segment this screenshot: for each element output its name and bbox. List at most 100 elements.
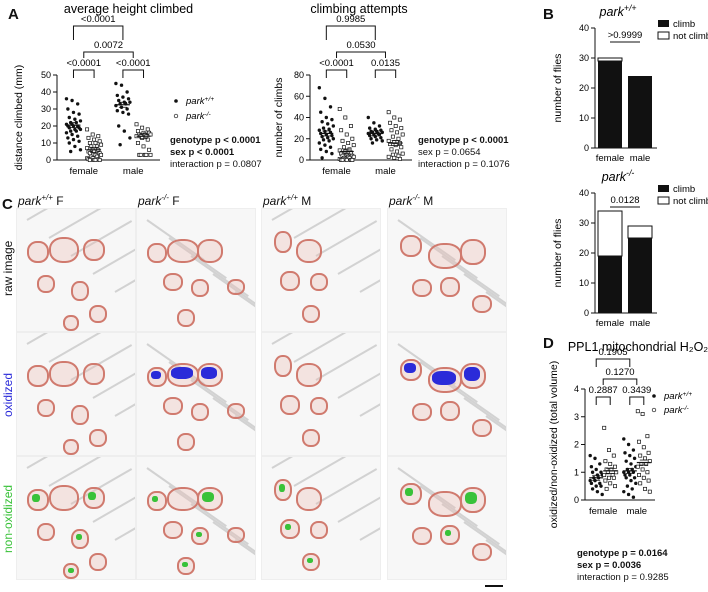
data-point (64, 131, 69, 135)
neuron-cell (280, 271, 300, 291)
neuron-cell (302, 429, 320, 447)
y-tick-label: 80 (294, 70, 304, 80)
micrograph-panel (16, 332, 136, 456)
legend-swatch-climb (658, 20, 669, 27)
y-tick-label: 60 (294, 91, 304, 101)
data-point (629, 478, 633, 483)
y-tick-label: 40 (579, 188, 589, 198)
y-tick-label: 40 (41, 87, 51, 97)
neuron-cell (310, 273, 328, 291)
data-point (328, 105, 333, 109)
stat-interaction-a2: interaction p = 0.1076 (418, 159, 510, 170)
data-point (330, 151, 334, 156)
data-point (397, 117, 402, 122)
data-point (399, 126, 404, 131)
data-point (118, 143, 122, 147)
micrograph-panel (16, 208, 136, 332)
data-point (344, 132, 349, 137)
neuron-cell (167, 487, 199, 511)
y-tick-label: 4 (574, 384, 579, 394)
tissue-fiber (48, 209, 111, 239)
neuron-cell (167, 239, 199, 263)
data-point (635, 464, 640, 469)
data-point (78, 127, 83, 132)
chart-climbing-attempts: climbing attempts 0 20 40 60 80 number of clim… (273, 2, 412, 177)
y-axis-label: number of climbs (273, 78, 285, 158)
y-tick-label: 20 (41, 121, 51, 131)
data-point (138, 152, 143, 157)
tissue-fiber (337, 362, 380, 399)
oxidized-signal (432, 371, 456, 385)
data-point (121, 110, 125, 115)
neuron-cell (428, 491, 462, 517)
y-axis-label: oxidized/non-oxidized (total volume) (548, 361, 560, 529)
comparison-label: 0.1905 (598, 347, 627, 358)
data-point (117, 98, 121, 103)
micrograph-column-title: park+/+ F (18, 193, 64, 208)
data-point (396, 153, 401, 158)
nonoxidized-signal (285, 524, 291, 530)
neuron-cell (400, 235, 422, 257)
legend-swatch-not-climb (657, 31, 670, 40)
data-point (326, 122, 330, 126)
data-point (608, 481, 613, 486)
data-point (78, 119, 83, 123)
y-axis-label: distance climbed (mm) (13, 65, 25, 171)
x-category-label: female (70, 166, 99, 177)
data-point (370, 141, 375, 145)
tissue-fiber (293, 457, 356, 487)
tissue-fiber (359, 380, 380, 417)
data-point (588, 478, 592, 483)
neuron-cell (177, 433, 195, 451)
data-point (395, 149, 400, 154)
y-tick-label: 10 (579, 278, 589, 288)
stat-genotype-d: genotype p = 0.0164 (577, 548, 668, 559)
data-point (638, 453, 643, 458)
oxidized-signal (171, 367, 193, 379)
chart-average-height: average height climbed 0 10 20 30 40 50 distanc… (13, 2, 193, 177)
neuron-cell (302, 305, 320, 323)
data-point (148, 152, 153, 157)
neuron-cell (310, 521, 328, 539)
comparison-label: 0.0135 (371, 58, 400, 69)
tissue-fiber (234, 291, 255, 331)
neuron-cell (49, 361, 79, 387)
comparison-bracket (595, 358, 631, 367)
tissue-fiber (359, 504, 380, 541)
data-point (68, 149, 73, 154)
neuron-cell (163, 521, 183, 539)
data-point (635, 409, 640, 414)
chart-title: PPL1 mitochondrial H₂O₂ (568, 340, 708, 354)
nonoxidized-signal (88, 492, 96, 500)
data-point (145, 127, 150, 132)
data-point (350, 158, 355, 162)
data-point (643, 486, 647, 491)
neuron-cell (472, 295, 492, 313)
comparison-label: 0.1270 (605, 367, 634, 378)
data-point (645, 434, 650, 439)
stats-a2: genotype p < 0.0001 sex p = 0.0654 inter… (418, 135, 510, 171)
data-point (634, 481, 638, 486)
data-point (86, 135, 91, 140)
y-tick-label: 3 (574, 412, 579, 422)
data-point (115, 93, 120, 98)
data-point (397, 156, 402, 161)
data-point (595, 489, 600, 494)
data-point (629, 462, 633, 466)
comparison-label: <0.0001 (116, 58, 151, 69)
data-point (647, 489, 652, 494)
neuron-cell (412, 403, 432, 421)
micrograph-column-title: park-/- M (389, 193, 434, 208)
data-point (641, 445, 646, 450)
micrograph-row-label: raw image (1, 240, 15, 296)
data-point (369, 137, 373, 141)
nonoxidized-signal (152, 496, 158, 502)
neuron-cell (71, 405, 89, 425)
bar-climb (598, 256, 622, 313)
y-tick-label: 30 (579, 53, 589, 63)
stat-genotype-a2: genotype p < 0.0001 (418, 135, 509, 146)
data-point (125, 90, 129, 94)
neuron-cell (296, 487, 322, 511)
data-point (71, 137, 76, 142)
data-point (320, 134, 324, 139)
